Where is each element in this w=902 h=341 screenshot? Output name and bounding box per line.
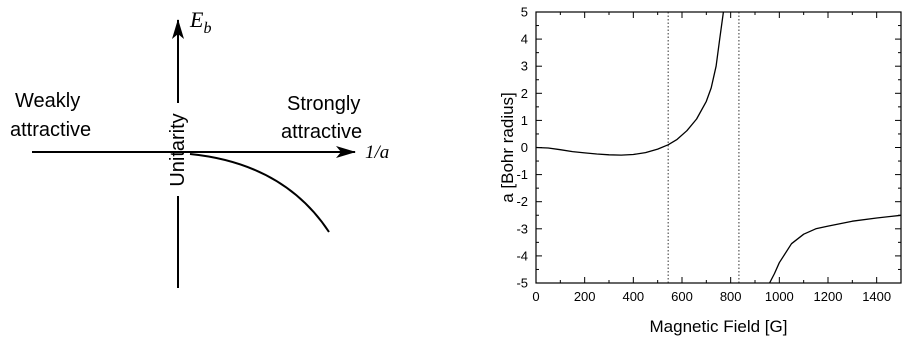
y-tick-label: 3 — [521, 59, 528, 74]
x-tick-label: 1400 — [862, 289, 891, 304]
x-tick-label: 400 — [622, 289, 644, 304]
y-tick-label: 5 — [521, 5, 528, 20]
plot-frame — [535, 11, 902, 284]
y-tick-label: -3 — [516, 221, 528, 236]
y-axis-label: Eb — [189, 7, 211, 37]
scattering-length-chart: 0 200 400 600 800 1000 1200 1400 5 4 3 2 1 0 -1 -2 -3 -4 -… — [498, 5, 902, 336]
x-tick-label: 800 — [720, 289, 742, 304]
x-tick-label: 1200 — [814, 289, 843, 304]
x-axis-label: Magnetic Field [G] — [650, 317, 788, 336]
y-tick-label: 0 — [521, 140, 528, 155]
x-tick-label: 1000 — [765, 289, 794, 304]
strongly-label: Strongly — [287, 93, 360, 115]
tick-labels: 0 200 400 600 800 1000 1200 1400 5 4 3 2 1 0 -1 -2 -3 -4 -… — [516, 5, 891, 305]
y-tick-label: 4 — [521, 32, 528, 47]
y-tick-label: 1 — [521, 113, 528, 128]
y-tick-label: 2 — [521, 86, 528, 101]
y-axis-label: a [Bohr radius] — [498, 92, 517, 203]
series-lines — [535, 11, 902, 284]
x-axis-label: 1/a — [365, 142, 389, 163]
x-tick-label: 200 — [574, 289, 596, 304]
binding-energy-diagram: Eb 1/a Unitarity Weakly attractive Stron… — [10, 7, 389, 288]
scattering-length-curve — [535, 11, 725, 156]
x-tick-label: 600 — [671, 289, 693, 304]
weakly-attractive-label: attractive — [10, 119, 91, 141]
y-tick-label: -1 — [516, 167, 528, 182]
bound-state-energy-curve — [189, 153, 330, 233]
y-tick-label: -4 — [516, 248, 528, 263]
y-tick-label: -5 — [516, 276, 528, 291]
strongly-attractive-label: attractive — [281, 121, 362, 143]
x-tick-label: 0 — [532, 289, 539, 304]
y-tick-label: -2 — [516, 194, 528, 209]
scattering-length-curve — [769, 214, 902, 284]
weakly-label: Weakly — [15, 90, 80, 112]
resonance-markers — [667, 12, 740, 283]
unitarity-label: Unitarity — [167, 113, 189, 186]
